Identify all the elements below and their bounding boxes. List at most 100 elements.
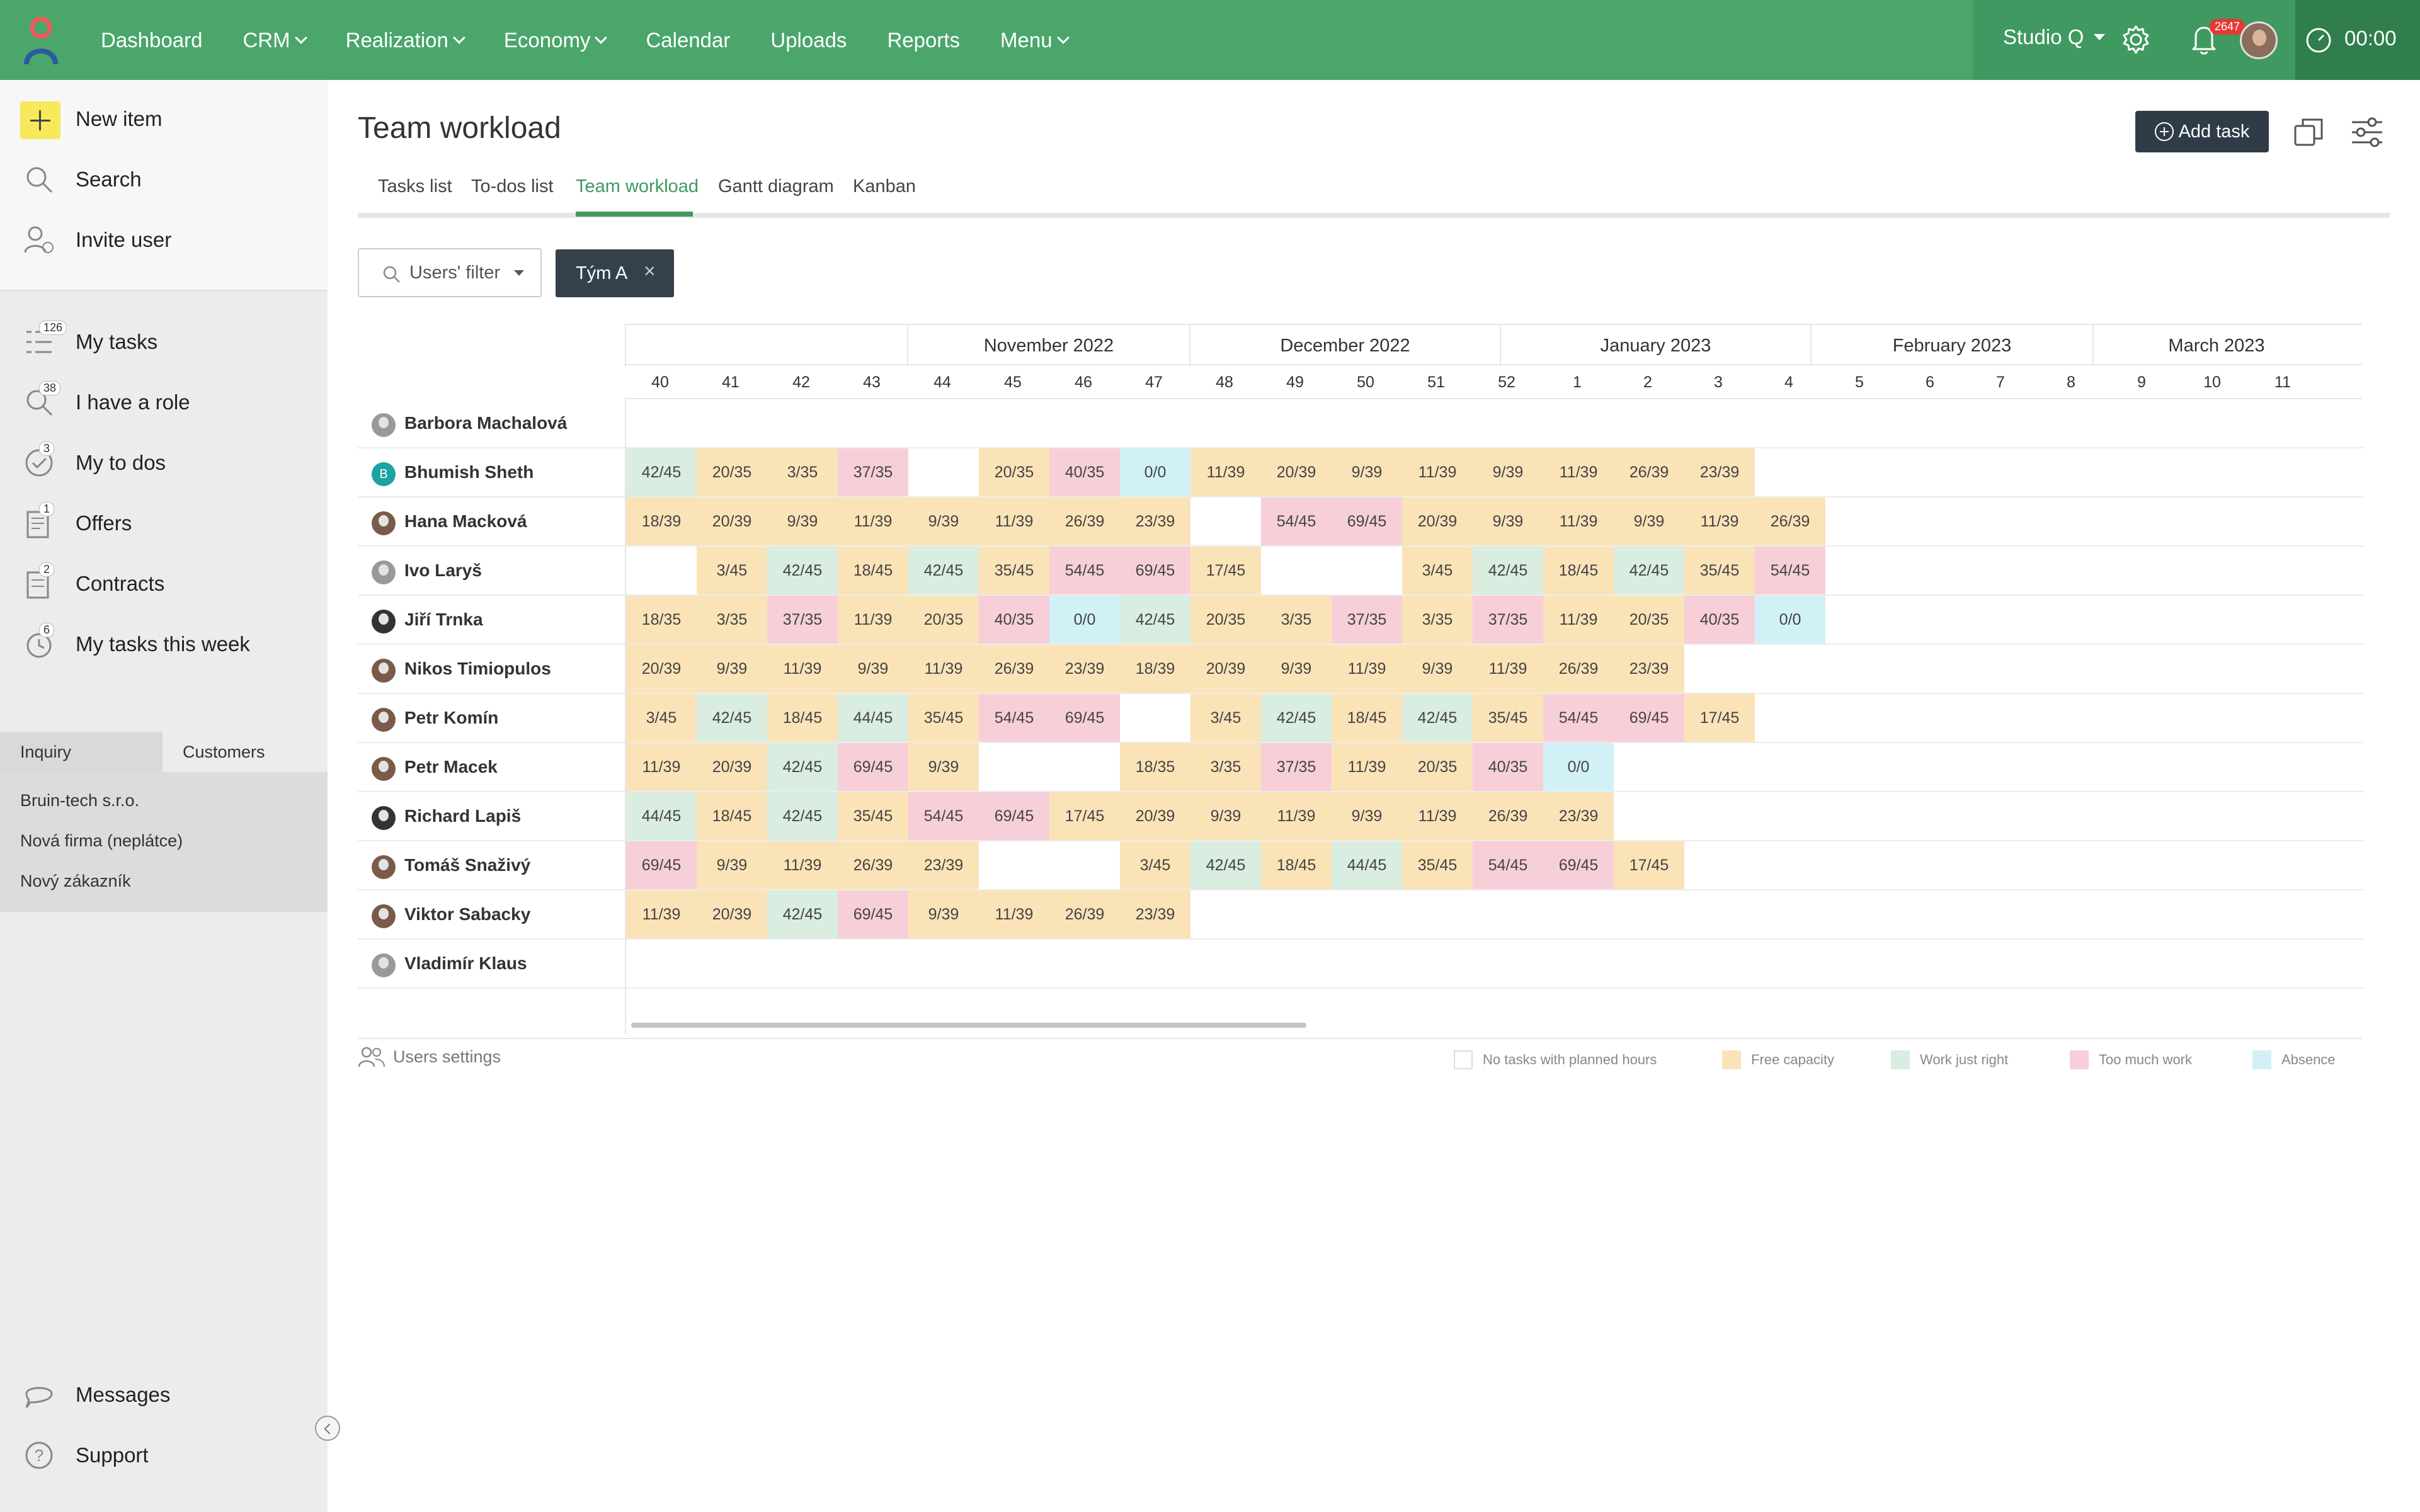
workload-cell[interactable]: 11/39 [908,645,979,693]
workload-cell[interactable]: 3/35 [1190,743,1261,791]
workload-cell[interactable]: 69/45 [1049,694,1120,742]
workload-cell[interactable]: 18/45 [1543,547,1614,594]
workload-cell[interactable]: 17/45 [1190,547,1261,594]
nav-economy[interactable]: Economy [504,28,608,52]
workload-cell[interactable]: 11/39 [1332,645,1402,693]
workload-cell[interactable]: 35/45 [1402,841,1473,889]
workload-cell[interactable]: 11/39 [979,890,1049,938]
workload-cell[interactable]: 42/45 [767,792,838,840]
workload-cell[interactable]: 26/39 [838,841,908,889]
workload-cell[interactable]: 20/39 [1402,497,1473,545]
workload-cell[interactable]: 9/39 [1190,792,1261,840]
tab-inquiry[interactable]: Inquiry [0,732,163,772]
support-button[interactable]: ? Support [0,1430,328,1481]
table-row[interactable]: Jiří Trnka [358,596,625,645]
search-button[interactable]: Search [0,154,328,205]
workload-cell[interactable]: 9/39 [767,497,838,545]
nav-realization[interactable]: Realization [346,28,465,52]
workload-cell[interactable]: 20/35 [1190,596,1261,644]
workload-cell[interactable]: 54/45 [1261,497,1332,545]
workload-cell[interactable]: 0/0 [1543,743,1614,791]
workload-cell[interactable]: 3/35 [1402,596,1473,644]
workload-cell[interactable]: 69/45 [1614,694,1684,742]
workload-cell[interactable]: 9/39 [1261,645,1332,693]
workload-cell[interactable]: 3/45 [1402,547,1473,594]
copy-icon[interactable] [2293,116,2326,149]
app-logo[interactable] [23,16,59,65]
workload-cell[interactable]: 9/39 [1332,448,1402,496]
workload-cell[interactable]: 9/39 [1614,497,1684,545]
workload-cell[interactable]: 23/39 [1120,497,1190,545]
tab-gantt-diagram[interactable]: Gantt diagram [718,176,834,196]
workload-cell[interactable]: 42/45 [697,694,767,742]
workload-cell[interactable]: 17/45 [1049,792,1120,840]
workload-cell[interactable]: 9/39 [1332,792,1402,840]
workload-cell[interactable]: 9/39 [908,497,979,545]
horizontal-scrollbar[interactable] [631,1023,1306,1028]
nav-reports[interactable]: Reports [887,28,960,52]
table-row[interactable]: Ivo Laryš [358,547,625,596]
invite-user-button[interactable]: Invite user [0,215,328,265]
workload-cell[interactable]: 42/45 [1261,694,1332,742]
workload-cell[interactable]: 69/45 [1543,841,1614,889]
workload-cell[interactable]: 11/39 [1332,743,1402,791]
studio-switcher[interactable]: Studio Q [2003,25,2106,49]
users-filter-dropdown[interactable]: Users' filter [358,248,542,297]
workload-cell[interactable]: 9/39 [697,645,767,693]
workload-cell[interactable]: 18/39 [626,497,697,545]
workload-cell[interactable]: 69/45 [838,890,908,938]
table-row[interactable]: Nikos Timiopulos [358,645,625,694]
table-row[interactable]: Barbora Machalová [358,399,625,448]
workload-cell[interactable]: 9/39 [908,890,979,938]
workload-cell[interactable]: 26/39 [1755,497,1825,545]
workload-cell[interactable]: 20/39 [626,645,697,693]
workload-cell[interactable]: 20/39 [697,497,767,545]
workload-cell[interactable]: 40/35 [979,596,1049,644]
table-row[interactable]: B Bhumish Sheth [358,448,625,497]
workload-cell[interactable]: 11/39 [1402,792,1473,840]
workload-cell[interactable]: 11/39 [626,743,697,791]
close-icon[interactable]: × [644,259,656,282]
sidebar-item-my-to-dos[interactable]: 3 My to dos [0,438,328,488]
workload-cell[interactable]: 44/45 [838,694,908,742]
workload-cell[interactable]: 42/45 [908,547,979,594]
workload-cell[interactable]: 17/45 [1684,694,1755,742]
workload-cell[interactable]: 9/39 [1473,497,1543,545]
workload-cell[interactable]: 18/35 [626,596,697,644]
workload-cell[interactable]: 11/39 [767,841,838,889]
workload-cell[interactable]: 35/45 [1473,694,1543,742]
tab-customers[interactable]: Customers [163,732,328,772]
nav-uploads[interactable]: Uploads [770,28,847,52]
workload-cell[interactable]: 54/45 [1543,694,1614,742]
workload-cell[interactable]: 20/35 [979,448,1049,496]
table-row[interactable]: Richard Lapiš [358,792,625,841]
workload-cell[interactable]: 37/35 [1261,743,1332,791]
new-item-button[interactable]: New item [0,94,328,144]
collapse-sidebar-icon[interactable] [315,1416,340,1441]
workload-cell[interactable]: 37/35 [1473,596,1543,644]
workload-cell[interactable]: 26/39 [1473,792,1543,840]
workload-cell[interactable]: 37/35 [838,448,908,496]
workload-cell[interactable]: 18/39 [1120,645,1190,693]
tab-team-workload[interactable]: Team workload [576,176,699,196]
workload-cell[interactable]: 37/35 [1332,596,1402,644]
workload-cell[interactable]: 40/35 [1049,448,1120,496]
workload-cell[interactable]: 42/45 [1614,547,1684,594]
workload-cell[interactable]: 20/35 [697,448,767,496]
workload-cell[interactable]: 11/39 [1543,448,1614,496]
workload-cell[interactable]: 17/45 [1614,841,1684,889]
gear-icon[interactable] [2120,24,2152,55]
workload-cell[interactable]: 11/39 [767,645,838,693]
sidebar-item-i-have-a-role[interactable]: 38 I have a role [0,377,328,428]
workload-cell[interactable]: 18/45 [1332,694,1402,742]
workload-cell[interactable]: 11/39 [1684,497,1755,545]
workload-cell[interactable]: 11/39 [838,596,908,644]
workload-cell[interactable]: 9/39 [697,841,767,889]
table-row[interactable]: Tomáš Snaživý [358,841,625,890]
nav-dashboard[interactable]: Dashboard [101,28,202,52]
workload-cell[interactable]: 42/45 [767,743,838,791]
workload-cell[interactable]: 0/0 [1755,596,1825,644]
workload-cell[interactable]: 23/39 [1120,890,1190,938]
workload-cell[interactable]: 23/39 [1049,645,1120,693]
workload-cell[interactable]: 20/35 [908,596,979,644]
